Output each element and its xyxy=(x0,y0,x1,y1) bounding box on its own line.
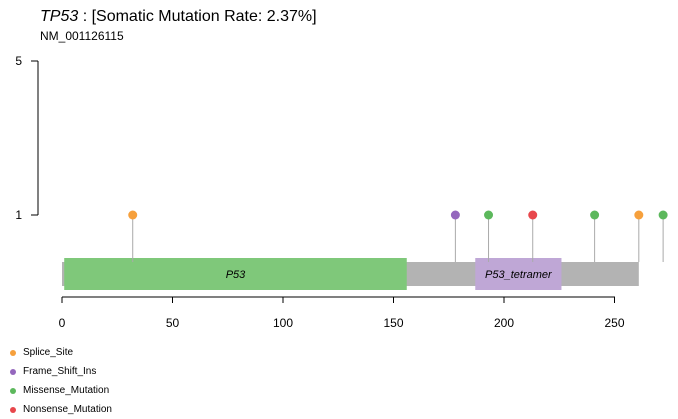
domain-label: P53 xyxy=(226,269,246,281)
domain-label: P53_tetramer xyxy=(485,269,553,281)
legend-label: Splice_Site xyxy=(23,347,74,358)
legend-marker xyxy=(10,406,16,413)
chart-title: TP53 : [Somatic Mutation Rate: 2.37%] xyxy=(40,8,317,26)
mutation-point xyxy=(658,210,668,220)
mutation-point xyxy=(528,210,538,220)
y-tick-label: 5 xyxy=(15,54,22,68)
domain-p53_tetramer xyxy=(475,258,562,290)
legend-item: Nonsense_Mutation xyxy=(10,400,112,419)
legend-label: Nonsense_Mutation xyxy=(23,404,112,415)
gene-name: TP53 xyxy=(40,8,79,25)
x-tick-label: 200 xyxy=(494,316,514,330)
y-tick-label: 1 xyxy=(15,208,22,222)
x-tick-label: 150 xyxy=(383,316,403,330)
x-tick-label: 250 xyxy=(604,316,624,330)
legend-label: Frame_Shift_Ins xyxy=(23,366,97,377)
legend-marker xyxy=(10,349,16,356)
legend-label: Missense_Mutation xyxy=(23,385,110,396)
mutation-point xyxy=(634,210,644,220)
legend: Splice_Site Frame_Shift_Ins Missense_Mutat… xyxy=(10,343,112,419)
mutation-point xyxy=(484,210,494,220)
x-tick-label: 50 xyxy=(166,316,180,330)
legend-marker xyxy=(10,368,16,375)
x-tick-label: 0 xyxy=(59,316,66,330)
mutation-point xyxy=(450,210,460,220)
mutation-point xyxy=(590,210,600,220)
mutation-point xyxy=(128,210,138,220)
legend-item: Missense_Mutation xyxy=(10,381,112,400)
domain-p53 xyxy=(64,258,407,290)
transcript-id: NM_001126115 xyxy=(40,29,124,43)
legend-marker xyxy=(10,387,16,394)
legend-item: Splice_Site xyxy=(10,343,112,362)
x-tick-label: 100 xyxy=(273,316,293,330)
legend-item: Frame_Shift_Ins xyxy=(10,362,112,381)
mutation-rate: : [Somatic Mutation Rate: 2.37%] xyxy=(78,8,317,25)
